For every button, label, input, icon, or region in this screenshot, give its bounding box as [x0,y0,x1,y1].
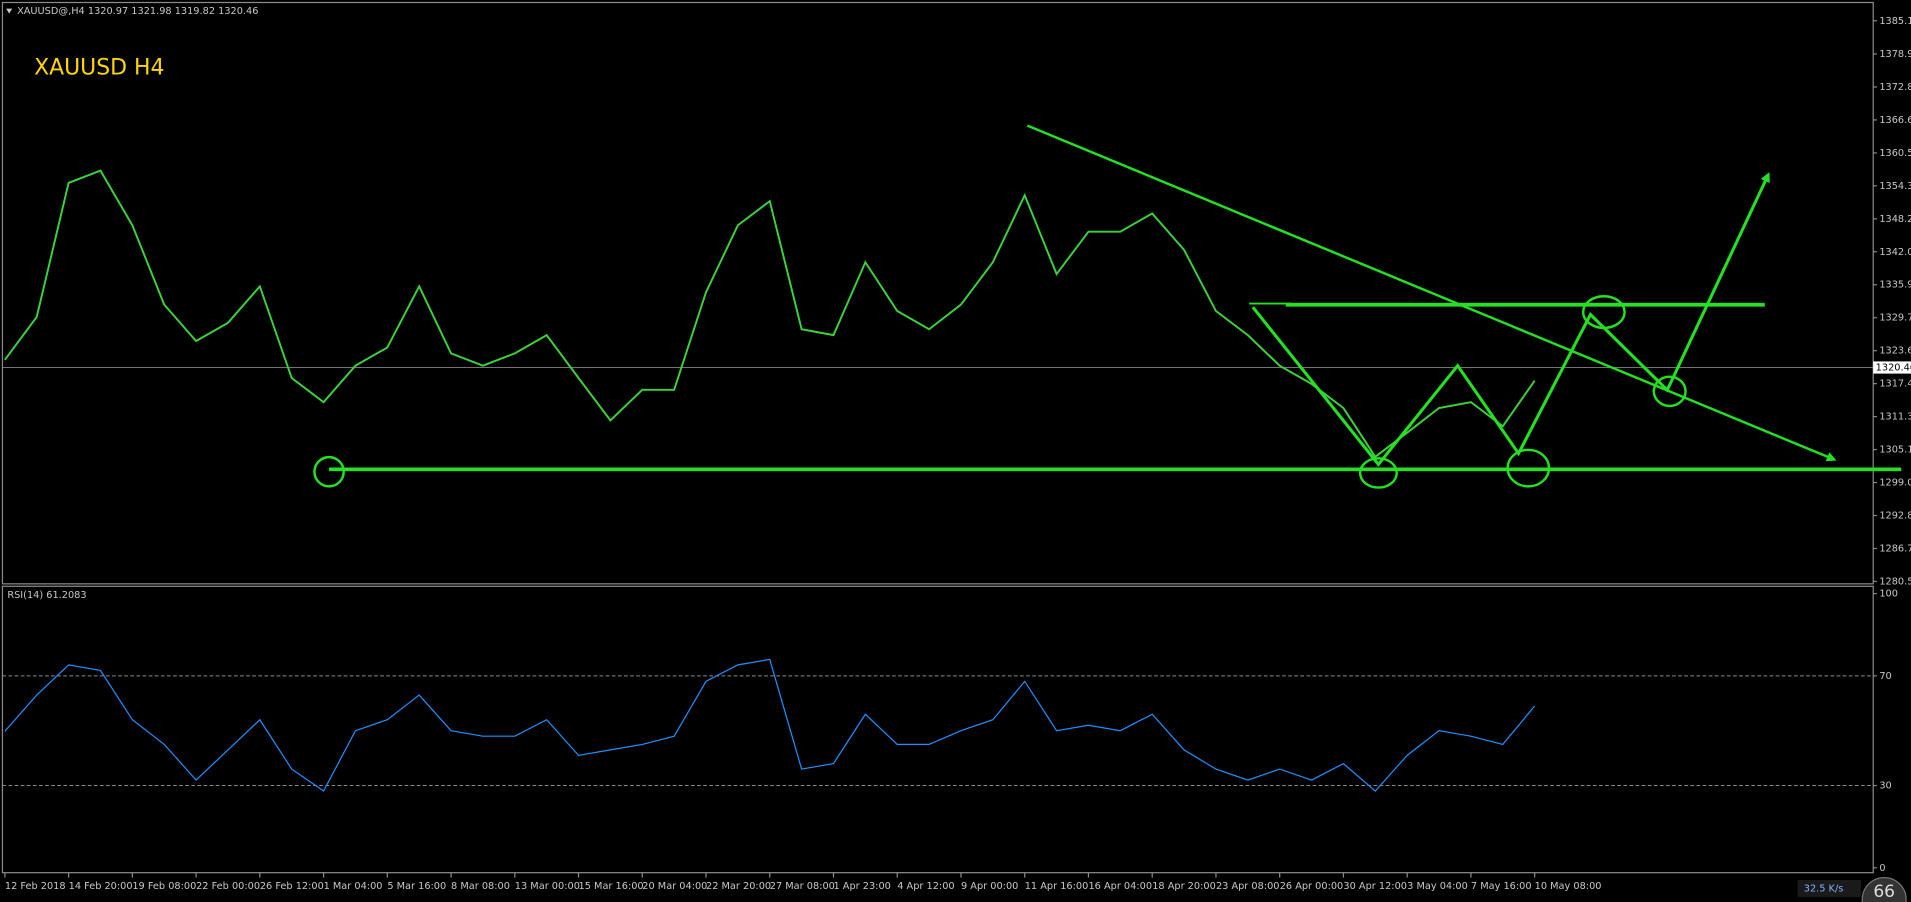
x-tick-label: 26 Feb 12:00 [260,881,324,892]
y-tick-label: 1299.00 [1879,478,1911,489]
rsi-panel [1,585,1874,874]
x-tick-label: 20 Mar 04:00 [642,881,707,892]
circle-marker[interactable] [313,455,345,488]
status-box [1797,880,1862,898]
y-tick-label: 1385.15 [1879,16,1911,27]
y-tick-label: 1372.80 [1879,82,1911,93]
drawings [313,124,1902,489]
x-tick-label: 1 Apr 23:00 [834,881,891,892]
x-tick-label: 23 Apr 08:00 [1216,881,1280,892]
y-tick-label: 1311.30 [1879,412,1911,423]
y-tick-label: 1342.05 [1879,247,1911,258]
x-tick-label: 22 Feb 00:00 [196,881,260,892]
chart-title: XAUUSD H4 [34,55,164,80]
y-tick-label: 1335.90 [1879,280,1911,291]
y-tick-label: 1323.60 [1879,346,1911,357]
x-tick-label: 26 Apr 00:00 [1280,881,1344,892]
y-tick-label: 1354.35 [1879,181,1911,192]
circle-marker[interactable] [1581,295,1626,330]
rsi-title: RSI(14) 61.2083 [7,590,86,601]
symbol-header: XAUUSD@,H4 1320.97 1321.98 1319.82 1320.… [17,6,258,17]
x-tick-label: 14 Feb 20:00 [69,881,133,892]
series-line [4,169,1536,459]
y-tick-label: 70 [1879,671,1891,682]
y-tick-label: 30 [1879,781,1891,792]
x-tick-label: 27 Mar 08:00 [770,881,835,892]
x-tick-label: 18 Apr 20:00 [1152,881,1216,892]
x-tick-label: 9 Apr 00:00 [961,881,1018,892]
x-tick-label: 16 Apr 04:00 [1088,881,1152,892]
y-tick-label: 1280.55 [1879,576,1911,587]
x-tick-label: 10 May 08:00 [1535,881,1602,892]
trend-line[interactable] [1026,124,1837,462]
x-tick-label: 15 Mar 16:00 [579,881,644,892]
x-tick-label: 12 Feb 2018 [5,881,66,892]
y-tick-label: 1366.65 [1879,115,1911,126]
y-tick-label: 1360.50 [1879,148,1911,159]
x-tick-label: 7 May 16:00 [1471,881,1532,892]
badge-circle [1861,876,1907,902]
x-tick-label: 13 Mar 00:00 [515,881,580,892]
menu-arrow[interactable] [6,8,13,14]
y-tick-label: 1317.45 [1879,379,1911,390]
x-tick-label: 11 Apr 16:00 [1025,881,1089,892]
x-tick-label: 3 May 04:00 [1407,881,1468,892]
y-tick-label: 1292.85 [1879,511,1911,522]
circle-marker[interactable] [1506,448,1551,488]
network-speed: 32.5 K/s [1804,884,1844,895]
x-tick-label: 30 Apr 12:00 [1343,881,1407,892]
y-tick-label: 1286.70 [1879,543,1911,554]
y-tick-label: 1348.20 [1879,214,1911,225]
series-line [4,658,1536,792]
y-tick-label: 1329.75 [1879,313,1911,324]
badge: 66 [1873,882,1895,902]
circle-marker[interactable] [1358,457,1398,489]
x-tick-label: 5 Mar 16:00 [387,881,446,892]
price-panel [1,1,1874,585]
x-tick-label: 1 Mar 04:00 [324,881,383,892]
y-tick-label: 1378.95 [1879,49,1911,60]
last-price-box [1873,361,1911,374]
x-tick-label: 4 Apr 12:00 [897,881,954,892]
circle-marker[interactable] [1652,375,1687,408]
y-tick-label: 100 [1879,589,1898,600]
x-tick-label: 8 Mar 08:00 [451,881,510,892]
y-tick-label: 1305.15 [1879,445,1911,456]
x-tick-label: 22 Mar 20:00 [706,881,771,892]
x-tick-label: 19 Feb 08:00 [132,881,196,892]
last-price-label: 1320.46 [1876,363,1911,374]
projection-path[interactable] [1251,172,1770,467]
y-tick-label: 0 [1879,863,1885,874]
